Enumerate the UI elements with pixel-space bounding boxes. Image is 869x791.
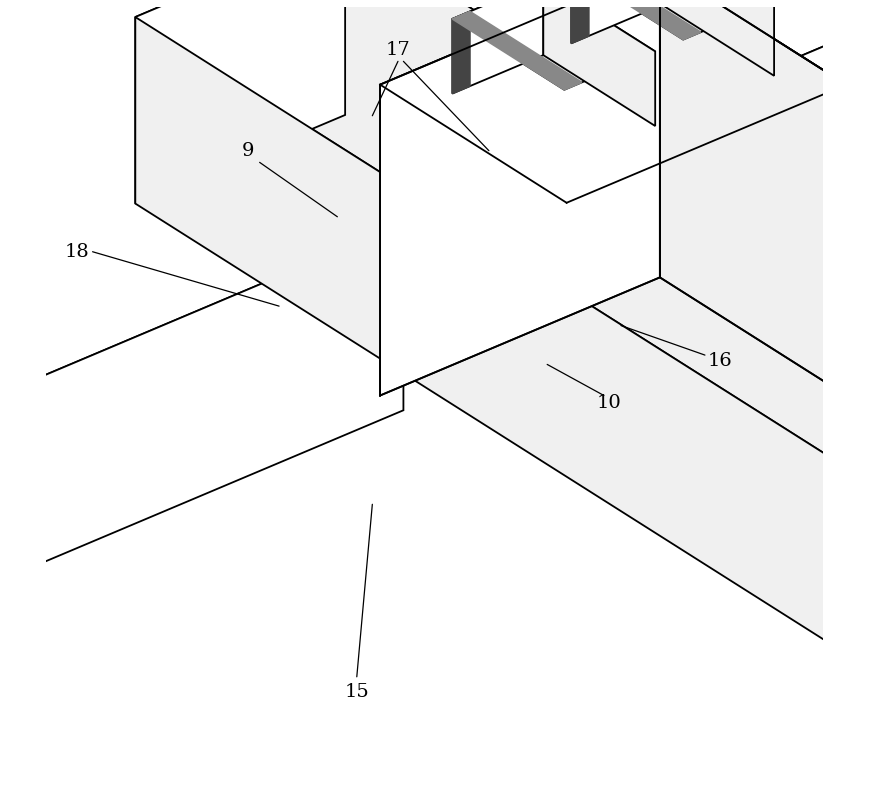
Polygon shape <box>453 0 655 90</box>
Polygon shape <box>683 0 869 292</box>
Polygon shape <box>662 0 774 76</box>
Polygon shape <box>453 12 470 93</box>
Polygon shape <box>453 0 543 93</box>
Text: 17: 17 <box>386 40 410 59</box>
Text: 15: 15 <box>344 683 369 702</box>
Polygon shape <box>453 12 581 90</box>
Polygon shape <box>136 0 345 203</box>
Polygon shape <box>136 17 869 676</box>
Polygon shape <box>571 0 700 40</box>
Polygon shape <box>571 0 774 40</box>
Polygon shape <box>0 224 403 706</box>
Polygon shape <box>136 0 869 490</box>
Polygon shape <box>380 0 660 396</box>
Text: 18: 18 <box>64 243 90 261</box>
Text: 10: 10 <box>597 394 621 412</box>
Polygon shape <box>380 0 846 202</box>
Polygon shape <box>660 0 846 396</box>
Polygon shape <box>571 0 662 44</box>
Polygon shape <box>345 0 869 588</box>
Text: 16: 16 <box>708 351 733 369</box>
Text: 9: 9 <box>242 142 255 160</box>
Polygon shape <box>0 224 543 607</box>
Polygon shape <box>683 0 869 195</box>
Polygon shape <box>571 0 589 44</box>
Polygon shape <box>543 0 655 126</box>
